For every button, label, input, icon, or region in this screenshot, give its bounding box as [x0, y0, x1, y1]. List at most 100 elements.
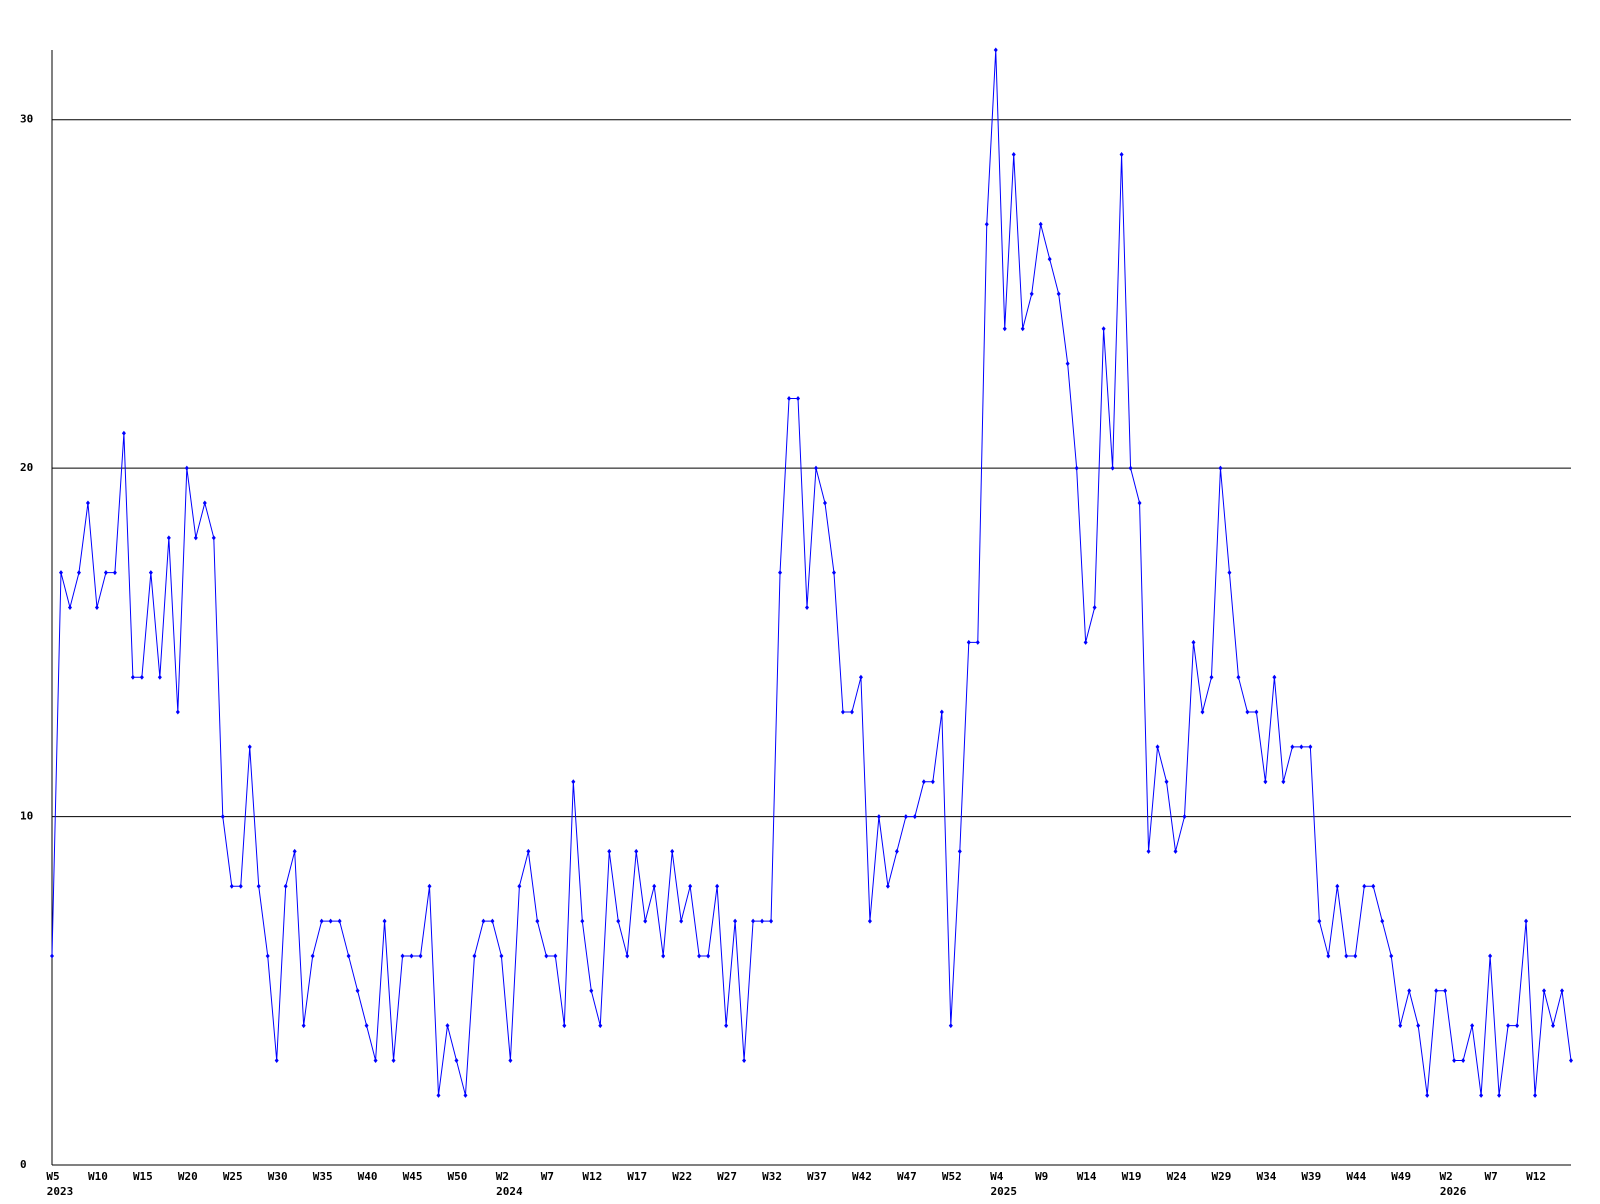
x-tick-label: W47 — [897, 1170, 917, 1183]
point — [984, 221, 989, 227]
y-tick-label: 30 — [20, 113, 33, 126]
point — [805, 605, 810, 610]
point — [1326, 953, 1331, 959]
point — [544, 953, 549, 959]
point — [957, 848, 962, 854]
point — [742, 1057, 747, 1063]
point — [796, 395, 801, 401]
point — [1317, 918, 1322, 924]
year-label: 2024 — [496, 1185, 523, 1198]
point — [202, 500, 207, 506]
x-tick-label: W14 — [1077, 1170, 1097, 1183]
point — [1299, 744, 1304, 750]
point — [1443, 988, 1448, 994]
point — [220, 814, 225, 820]
point — [625, 953, 630, 959]
point — [67, 605, 72, 610]
point — [409, 953, 414, 959]
point — [508, 1057, 513, 1063]
point — [921, 779, 926, 785]
point — [688, 883, 693, 889]
point — [481, 918, 486, 924]
point — [85, 500, 90, 506]
point — [94, 605, 99, 610]
x-tick-label: W2 — [1440, 1170, 1453, 1183]
point — [130, 674, 135, 680]
x-tick-label: W50 — [448, 1170, 468, 1183]
point — [373, 1057, 378, 1063]
point — [1515, 1023, 1520, 1029]
point — [948, 1023, 953, 1029]
point — [112, 570, 117, 576]
point — [876, 814, 881, 820]
point — [1362, 883, 1367, 889]
point — [1425, 1092, 1430, 1098]
point — [822, 500, 827, 506]
point — [1272, 674, 1277, 680]
point — [778, 570, 783, 576]
point — [1110, 465, 1115, 471]
point — [247, 744, 252, 750]
point — [50, 953, 54, 959]
year-label: 2023 — [47, 1185, 74, 1198]
point — [1200, 709, 1205, 715]
point — [975, 639, 980, 645]
point — [400, 953, 405, 959]
point — [652, 883, 657, 889]
point — [76, 570, 81, 576]
point — [670, 848, 675, 854]
point — [301, 1023, 306, 1029]
x-tick-label: W9 — [1035, 1170, 1048, 1183]
point — [265, 953, 270, 959]
point — [1029, 291, 1034, 297]
point — [193, 535, 198, 541]
point — [436, 1092, 441, 1098]
point — [1209, 674, 1214, 680]
point — [238, 883, 243, 889]
point — [1470, 1023, 1475, 1029]
y-tick-label: 10 — [20, 810, 33, 823]
x-tick-label: W39 — [1301, 1170, 1321, 1183]
x-tick-label: W52 — [942, 1170, 962, 1183]
point — [1335, 883, 1340, 889]
point — [1560, 988, 1565, 994]
point — [580, 918, 585, 924]
point — [211, 535, 216, 541]
point — [1146, 848, 1151, 854]
point — [58, 570, 63, 576]
point — [256, 883, 261, 889]
point — [274, 1057, 279, 1063]
y-tick-label: 20 — [20, 461, 33, 474]
x-tick-label: W12 — [582, 1170, 602, 1183]
point — [724, 1023, 729, 1029]
point — [517, 883, 522, 889]
point — [715, 883, 720, 889]
point — [867, 918, 872, 924]
x-tick-label: W24 — [1167, 1170, 1187, 1183]
point — [184, 465, 189, 471]
point — [1245, 709, 1250, 715]
point — [733, 918, 738, 924]
point — [292, 848, 297, 854]
x-tick-label: W27 — [717, 1170, 737, 1183]
point — [1218, 465, 1223, 471]
point — [355, 988, 360, 994]
point — [1065, 361, 1070, 367]
point — [1254, 709, 1259, 715]
point — [499, 953, 504, 959]
point — [1533, 1092, 1538, 1098]
point — [993, 47, 998, 53]
point — [966, 639, 971, 645]
point — [490, 918, 495, 924]
x-tick-label: W49 — [1391, 1170, 1411, 1183]
x-tick-label: W44 — [1346, 1170, 1366, 1183]
x-tick-label: W42 — [852, 1170, 872, 1183]
x-tick-label: W4 — [990, 1170, 1004, 1183]
point — [840, 709, 845, 715]
point — [1524, 918, 1529, 924]
year-label: 2026 — [1440, 1185, 1467, 1198]
point — [616, 918, 621, 924]
point — [1101, 326, 1106, 332]
point — [1344, 953, 1349, 959]
